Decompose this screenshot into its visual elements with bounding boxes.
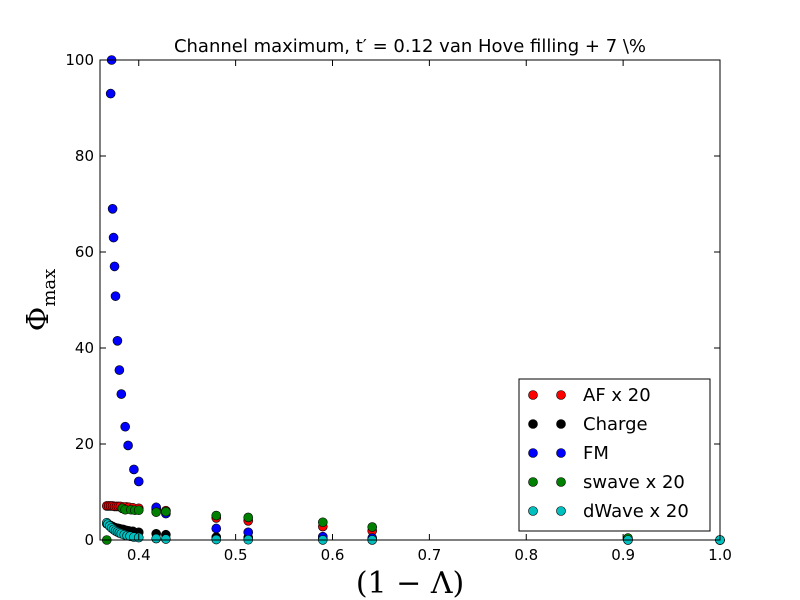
legend-label: FM [583, 443, 609, 464]
x-tick-label: 0.8 [514, 546, 538, 564]
legend-marker [556, 419, 566, 429]
data-point [151, 533, 161, 544]
legend-marker [528, 506, 538, 516]
legend-item: FM [528, 443, 609, 464]
x-tick-label: 0.4 [127, 546, 151, 564]
legend-marker [528, 448, 538, 458]
data-point [129, 464, 139, 475]
y-axis-label: Φmax [21, 269, 60, 332]
data-point [114, 365, 125, 375]
x-tick-label: 0.6 [321, 546, 345, 564]
data-point [108, 232, 119, 243]
data-point [116, 389, 127, 399]
data-point [112, 335, 123, 346]
data-point [151, 507, 161, 517]
data-point [318, 517, 328, 528]
data-point [107, 204, 118, 214]
legend-label: swave x 20 [583, 472, 685, 493]
legend-label: AF x 20 [583, 385, 651, 406]
legend-marker [556, 477, 566, 487]
legend-item: swave x 20 [528, 472, 685, 493]
plot-frame [99, 59, 721, 541]
series-4 [101, 517, 725, 545]
data-point [133, 505, 144, 516]
data-point [243, 512, 254, 523]
legend-label: Charge [583, 414, 648, 435]
chart-title: Channel maximum, t′ = 0.12 van Hove fill… [174, 36, 646, 57]
legend-marker [556, 390, 566, 400]
legend-marker [556, 506, 566, 516]
legend-item: Charge [528, 414, 648, 435]
y-axis-label-sub: max [39, 269, 60, 307]
x-tick-label: 0.5 [224, 546, 248, 564]
y-tick-label: 60 [75, 243, 94, 261]
data-point [367, 522, 378, 532]
data-point [211, 523, 222, 534]
x-tick-label: 1.0 [708, 546, 732, 564]
data-point [105, 88, 116, 99]
y-axis-label-main: Φ [21, 307, 56, 332]
y-tick-label: 0 [84, 531, 94, 549]
legend-item: AF x 20 [528, 385, 651, 406]
y-tick-label: 40 [75, 339, 94, 357]
x-tick-label: 0.9 [611, 546, 635, 564]
data-point [120, 421, 130, 432]
data-point [161, 506, 171, 517]
data-point [211, 510, 222, 521]
legend-frame [518, 378, 711, 532]
x-axis: 0.4 0.5 0.6 0.7 0.8 0.9 1.0 [127, 60, 732, 564]
legend-marker [528, 390, 538, 400]
legend: AF x 20 Charge FM swave x 20 dWave x 20 [518, 378, 711, 532]
y-tick-label: 80 [75, 147, 94, 165]
y-axis: 0 20 40 60 80 100 [65, 51, 720, 549]
y-tick-label: 20 [75, 435, 94, 453]
data-point [161, 534, 171, 544]
legend-marker [528, 419, 538, 429]
legend-label: dWave x 20 [583, 501, 689, 522]
data-point [123, 440, 133, 451]
data-point [109, 261, 120, 272]
data-point [110, 291, 121, 301]
data-point [133, 476, 144, 487]
x-tick-label: 0.7 [417, 546, 441, 564]
legend-item: dWave x 20 [528, 501, 689, 522]
legend-marker [528, 477, 538, 487]
x-axis-label: (1 − Λ) [356, 566, 464, 600]
legend-marker [556, 448, 566, 458]
y-tick-label: 100 [65, 51, 94, 69]
